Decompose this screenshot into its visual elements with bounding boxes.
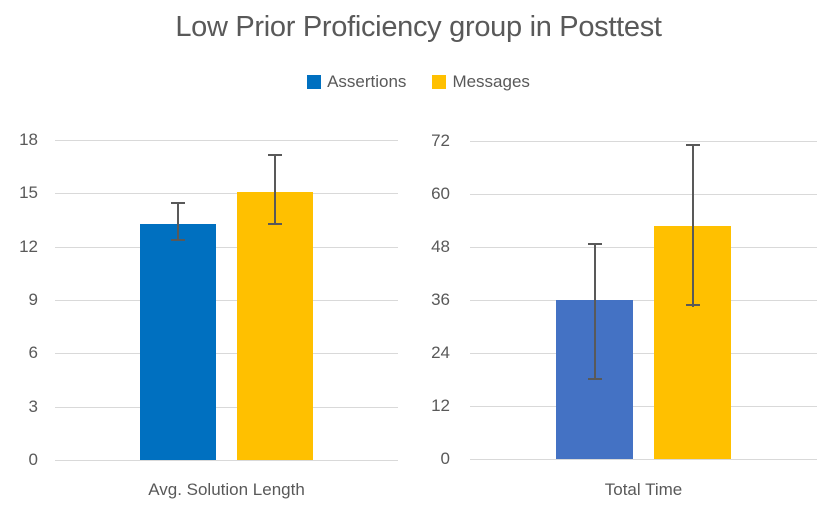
error-bar-cap-bottom	[268, 223, 282, 225]
error-bar-cap-bottom	[171, 239, 185, 241]
gridline	[470, 406, 817, 407]
legend-label-messages: Messages	[452, 72, 530, 91]
bar-messages	[237, 192, 313, 460]
error-bar-line	[692, 144, 694, 307]
error-bar-cap-top	[268, 154, 282, 156]
error-bar-cap-bottom	[588, 378, 602, 380]
gridline	[470, 247, 817, 248]
chart-title: Low Prior Proficiency group in Posttest	[175, 11, 662, 43]
y-axis-tick-label: 72	[431, 131, 450, 150]
y-axis-tick-label: 60	[431, 184, 450, 203]
error-bar-cap-top	[171, 202, 185, 204]
y-axis-tick-label: 18	[19, 130, 38, 149]
y-axis-tick-label: 9	[28, 290, 38, 309]
bar-assertions	[140, 224, 216, 460]
gridline	[55, 193, 398, 194]
assertions-swatch-icon	[307, 75, 322, 89]
y-axis-tick-label: 36	[431, 290, 450, 309]
y-axis-tick-label: 0	[440, 449, 450, 468]
gridline	[55, 140, 398, 141]
y-axis-tick-label: 6	[28, 343, 38, 362]
error-bar-line	[274, 154, 276, 225]
gridline	[470, 353, 817, 354]
category-label: Avg. Solution Length	[148, 480, 305, 499]
y-axis-tick-label: 24	[431, 343, 450, 362]
error-bar-cap-top	[686, 144, 700, 146]
gridline	[55, 247, 398, 248]
y-axis-tick-label: 0	[28, 450, 38, 469]
error-bar-line	[177, 202, 179, 241]
gridline	[470, 194, 817, 195]
gridline	[55, 353, 398, 354]
gridline	[470, 459, 817, 460]
y-axis-tick-label: 12	[431, 396, 450, 415]
error-bar-cap-bottom	[686, 304, 700, 306]
y-axis-tick-label: 3	[28, 397, 38, 416]
y-axis-tick-label: 15	[19, 183, 38, 202]
legend-item-messages: Messages	[432, 72, 530, 92]
messages-swatch-icon	[432, 75, 447, 89]
error-bar-cap-top	[588, 243, 602, 245]
y-axis-tick-label: 12	[19, 237, 38, 256]
error-bar-line	[594, 243, 596, 380]
chart-legend: Assertions Messages	[0, 71, 837, 93]
gridline	[55, 407, 398, 408]
y-axis-tick-label: 48	[431, 237, 450, 256]
legend-item-assertions: Assertions	[307, 72, 406, 92]
legend-label-assertions: Assertions	[327, 72, 407, 91]
gridline	[55, 460, 398, 461]
gridline	[470, 300, 817, 301]
gridline	[55, 300, 398, 301]
category-label: Total Time	[604, 480, 683, 499]
gridline	[470, 141, 817, 142]
